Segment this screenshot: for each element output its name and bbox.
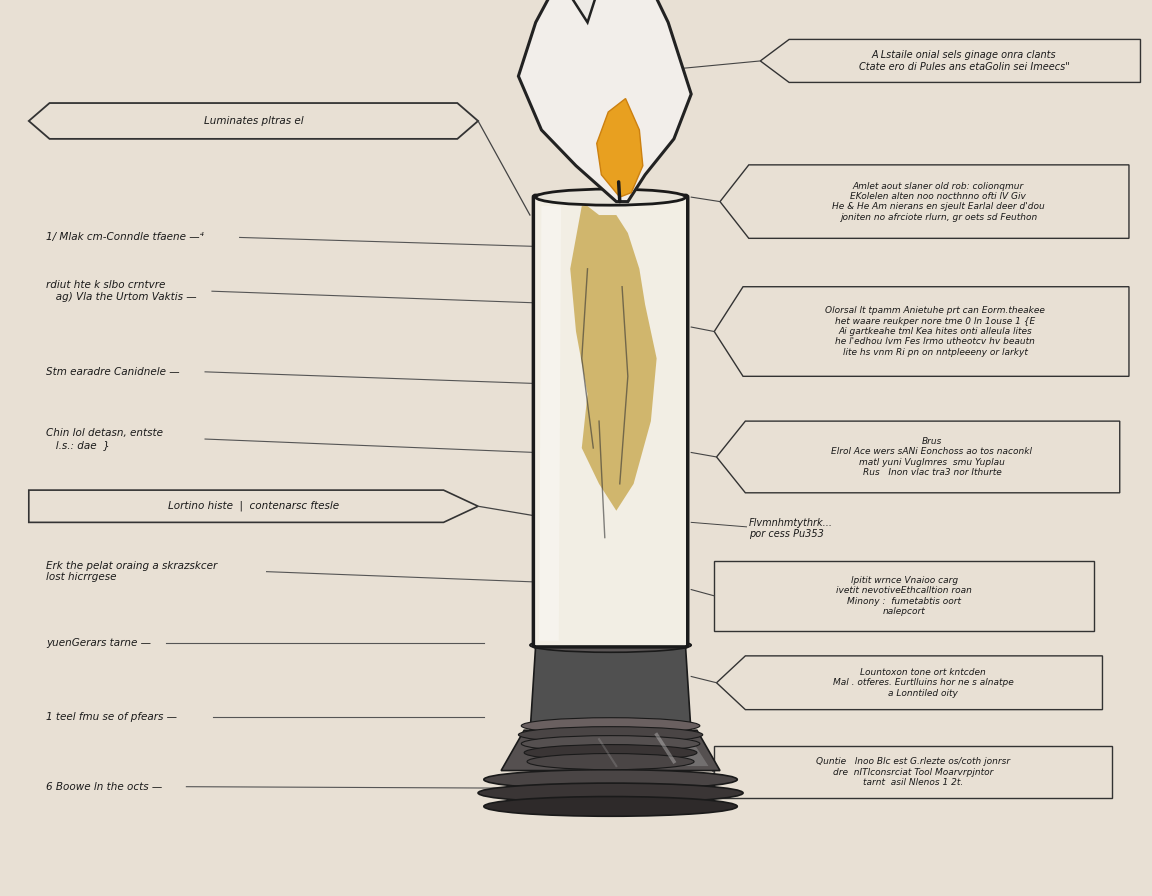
Text: Amlet aout slaner old rob: colionqmur
EKolelen alten noo nocthnno ofti lV Giv
He: Amlet aout slaner old rob: colionqmur EK… <box>832 182 1045 221</box>
Text: Stm earadre Canidnele —: Stm earadre Canidnele — <box>46 366 180 377</box>
Polygon shape <box>530 0 599 22</box>
Text: Flvmnhmtythrk...
por cess Pu353: Flvmnhmtythrk... por cess Pu353 <box>749 518 833 539</box>
Ellipse shape <box>522 718 700 734</box>
Text: A Lstaile onial sels ginage onra clants
Ctate ero di Pules ans etaGolin sei Imee: A Lstaile onial sels ginage onra clants … <box>859 50 1069 72</box>
Text: Olorsal lt tpamm Anietuhe prt can Eorm.theakee
het waare reukper nore tme 0 ln 1: Olorsal lt tpamm Anietuhe prt can Eorm.t… <box>826 306 1045 357</box>
Polygon shape <box>29 103 478 139</box>
Polygon shape <box>597 99 643 197</box>
Text: lpitit wrnce Vnaioo carg
ivetit nevotiveEthcalltion roan
Minony :  fumetabtis oo: lpitit wrnce Vnaioo carg ivetit nevotive… <box>836 576 972 616</box>
Ellipse shape <box>478 783 743 803</box>
Text: 1 teel fmu se of pfears —: 1 teel fmu se of pfears — <box>46 711 177 722</box>
Text: Erk the pelat oraing a skrazskcer
lost hicrrgese: Erk the pelat oraing a skrazskcer lost h… <box>46 561 218 582</box>
Polygon shape <box>501 730 720 771</box>
Ellipse shape <box>524 745 697 761</box>
Polygon shape <box>714 561 1094 631</box>
Polygon shape <box>570 206 657 511</box>
Ellipse shape <box>522 736 700 752</box>
Text: rdiut hte k slbo crntvre
   ag) Vla the Urtom Vaktis —: rdiut hte k slbo crntvre ag) Vla the Urt… <box>46 280 197 302</box>
Text: Chin lol detasn, entste
   l.s.: dae  }: Chin lol detasn, entste l.s.: dae } <box>46 428 164 450</box>
Polygon shape <box>530 645 691 735</box>
Polygon shape <box>714 746 1112 798</box>
Ellipse shape <box>530 638 691 652</box>
Text: Luminates pltras el: Luminates pltras el <box>204 116 303 126</box>
Polygon shape <box>714 287 1129 376</box>
Text: 6 Boowe ln the octs —: 6 Boowe ln the octs — <box>46 781 162 792</box>
Polygon shape <box>720 165 1129 238</box>
Polygon shape <box>539 206 561 641</box>
Ellipse shape <box>484 797 737 816</box>
Ellipse shape <box>518 727 703 743</box>
Polygon shape <box>717 421 1120 493</box>
Polygon shape <box>29 490 478 522</box>
Polygon shape <box>518 0 691 202</box>
Polygon shape <box>760 39 1140 82</box>
Text: Brus
Elrol Ace wers sANi Eonchoss ao tos naconkl
matl yuni Vuglmres  smu Yuplau
: Brus Elrol Ace wers sANi Eonchoss ao tos… <box>832 437 1032 477</box>
Text: Lortino histe  |  contenarsc ftesle: Lortino histe | contenarsc ftesle <box>168 501 339 512</box>
Text: Lountoxon tone ort kntcden
Mal . otferes. Eurtlluins hor ne s alnatpe
a Lonntile: Lountoxon tone ort kntcden Mal . otferes… <box>833 668 1014 698</box>
Ellipse shape <box>536 189 685 205</box>
Polygon shape <box>717 656 1102 710</box>
Ellipse shape <box>528 754 694 770</box>
FancyBboxPatch shape <box>533 195 688 647</box>
Polygon shape <box>645 730 708 766</box>
Text: Quntie   lnoo Blc est G.rlezte os/coth jonrsr
dre  nITlconsrciat Tool Moarvrpjnt: Quntie lnoo Blc est G.rlezte os/coth jon… <box>816 757 1010 788</box>
Ellipse shape <box>484 770 737 789</box>
Text: yuenGerars tarne —: yuenGerars tarne — <box>46 638 151 649</box>
Text: 1/ Mlak cm-Conndle tfaene —⁴: 1/ Mlak cm-Conndle tfaene —⁴ <box>46 232 204 243</box>
